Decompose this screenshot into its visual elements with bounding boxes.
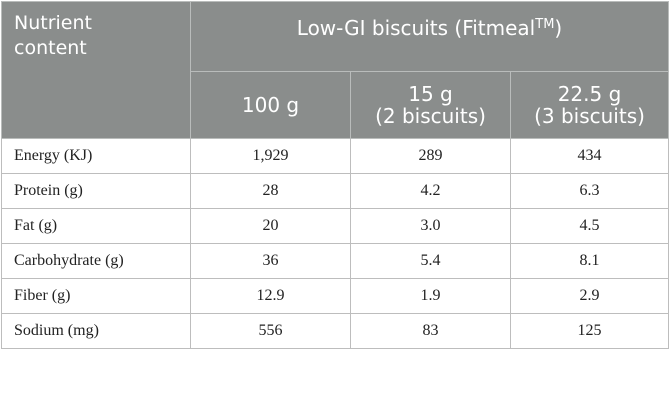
row-label: Sodium (mg) bbox=[1, 313, 191, 349]
column-header-15g: 15 g (2 biscuits) bbox=[350, 71, 511, 139]
row-label: Fat (g) bbox=[1, 208, 191, 244]
table-row: Carbohydrate (g) 36 5.4 8.1 bbox=[1, 243, 670, 279]
cell-value: 28 bbox=[190, 173, 351, 209]
column-header-line2: (3 biscuits) bbox=[534, 104, 645, 128]
row-label: Protein (g) bbox=[1, 173, 191, 209]
column-header-line1: 15 g bbox=[408, 82, 453, 106]
cell-value: 12.9 bbox=[190, 278, 351, 314]
cell-value: 289 bbox=[350, 138, 511, 174]
column-header-line1: 22.5 g bbox=[557, 82, 622, 106]
header-row-top: Nutrient content Low-GI biscuits (Fitmea… bbox=[1, 1, 670, 139]
table-row: Fiber (g) 12.9 1.9 2.9 bbox=[1, 278, 670, 314]
cell-value: 4.5 bbox=[509, 208, 670, 244]
cell-value: 1,929 bbox=[190, 138, 351, 174]
cell-value: 3.0 bbox=[350, 208, 511, 244]
cell-value: 4.2 bbox=[350, 173, 511, 209]
trademark-superscript: TM bbox=[535, 17, 555, 32]
group-title-end: ) bbox=[554, 16, 563, 40]
nutrient-header-line1: Nutrient bbox=[14, 12, 92, 34]
column-header-line1: 100 g bbox=[241, 93, 300, 117]
column-header-100g: 100 g bbox=[190, 71, 351, 139]
table-row: Fat (g) 20 3.0 4.5 bbox=[1, 208, 670, 244]
cell-value: 125 bbox=[509, 313, 670, 349]
cell-value: 36 bbox=[190, 243, 351, 279]
cell-value: 83 bbox=[350, 313, 511, 349]
column-header-22-5g: 22.5 g (3 biscuits) bbox=[509, 71, 670, 139]
cell-value: 6.3 bbox=[509, 173, 670, 209]
cell-value: 2.9 bbox=[509, 278, 670, 314]
row-label: Energy (KJ) bbox=[1, 138, 191, 174]
cell-value: 8.1 bbox=[509, 243, 670, 279]
group-title: Low-GI biscuits (Fitmeal bbox=[296, 16, 536, 40]
cell-value: 434 bbox=[509, 138, 670, 174]
nutrient-header-line2: content bbox=[14, 37, 87, 59]
table-row: Energy (KJ) 1,929 289 434 bbox=[1, 138, 670, 174]
cell-value: 556 bbox=[190, 313, 351, 349]
cell-value: 5.4 bbox=[350, 243, 511, 279]
table-row: Sodium (mg) 556 83 125 bbox=[1, 313, 670, 349]
row-label: Carbohydrate (g) bbox=[1, 243, 191, 279]
cell-value: 1.9 bbox=[350, 278, 511, 314]
row-label: Fiber (g) bbox=[1, 278, 191, 314]
nutrient-content-header: Nutrient content bbox=[1, 1, 191, 139]
biscuits-group-header: Low-GI biscuits (FitmealTM) bbox=[189, 1, 670, 72]
header-row-amounts: 100 g 15 g (2 biscuits) 22.5 g (3 biscui… bbox=[2, 71, 670, 139]
nutrient-table: Nutrient content Low-GI biscuits (Fitmea… bbox=[1, 1, 670, 349]
table-row: Protein (g) 28 4.2 6.3 bbox=[1, 173, 670, 209]
cell-value: 20 bbox=[190, 208, 351, 244]
column-header-line2: (2 biscuits) bbox=[375, 104, 486, 128]
